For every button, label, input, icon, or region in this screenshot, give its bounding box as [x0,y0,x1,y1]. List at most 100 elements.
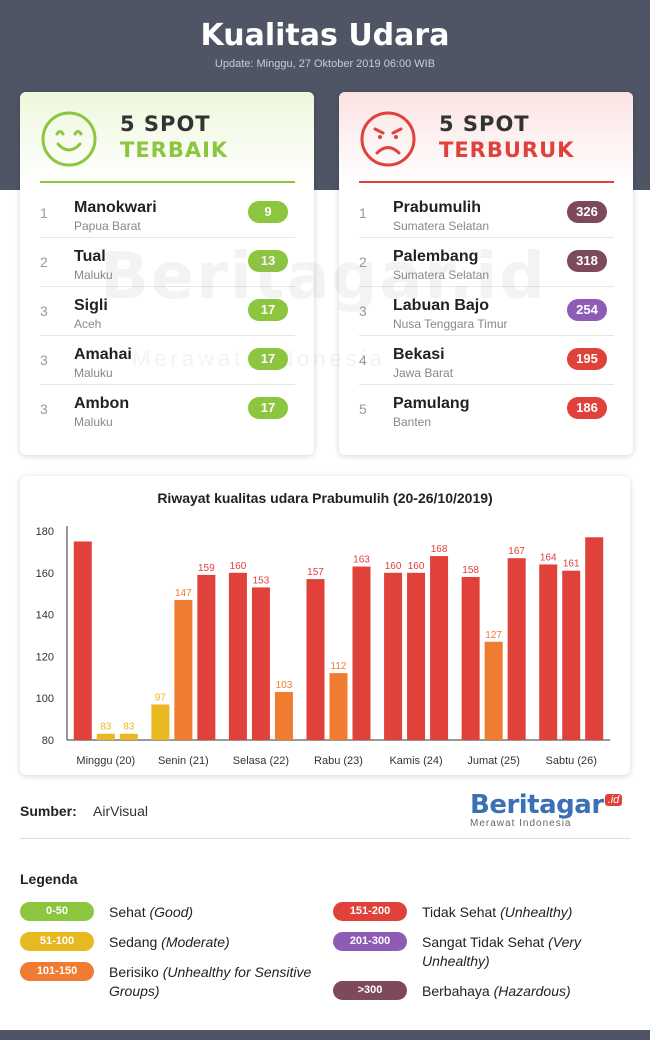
bar [306,579,325,740]
best-card-title: 5 SPOT [120,112,211,136]
city-name: Amahai [74,346,132,363]
brand-logo: Beritagar .id Merawat Indonesia [470,790,623,829]
bar [228,572,247,740]
list-item: 3 Ambon Maluku 17 [40,385,295,433]
legend-range-pill: 51-100 [20,932,94,951]
legend-range-pill: 0-50 [20,902,94,921]
aqi-badge: 186 [567,397,607,419]
divider [20,838,630,839]
best-spots-card: 5 SPOT TERBAIK 1 Manokwari Papua Barat 9 2 Tu… [20,92,314,455]
x-tick-label: Minggu (20) [76,755,135,767]
rank-number: 3 [359,303,367,319]
aqi-badge: 254 [567,299,607,321]
rank-number: 3 [40,352,48,368]
list-item: 3 Sigli Aceh 17 [40,287,295,336]
city-name: Palembang [393,248,479,265]
y-tick-label: 140 [36,610,54,622]
data-label: 147 [175,588,192,599]
data-label: 157 [307,567,324,578]
legend-label: Sedang (Moderate) [109,934,230,950]
best-list: 1 Manokwari Papua Barat 9 2 Tual Maluku 13 3 Sigl… [40,189,295,433]
list-item: 3 Labuan Bajo Nusa Tenggara Timur 254 [359,287,614,336]
update-timestamp: Update: Minggu, 27 Oktober 2019 06:00 WI… [214,58,436,70]
bar [73,541,92,740]
logo-wordmark: Beritagar [470,790,604,820]
city-name: Sigli [74,297,108,314]
bar [507,558,526,740]
aqi-badge: 318 [567,250,607,272]
data-label: 160 [230,561,247,572]
data-label: 164 [540,552,557,563]
aqi-badge: 326 [567,201,607,223]
legend-title: Legenda [20,871,78,887]
bar [96,733,115,740]
list-item: 2 Palembang Sumatera Selatan 318 [359,238,614,287]
legend-label: Sangat Tidak Sehat (Very Unhealthy) [422,934,582,969]
worst-list: 1 Prabumulih Sumatera Selatan 326 2 Palembang… [359,189,614,433]
city-name: Tual [74,248,106,265]
chart-title: Riwayat kualitas udara Prabumulih (20-26… [157,490,493,506]
list-item: 3 Amahai Maluku 17 [40,336,295,385]
legend-range-pill: 101-150 [20,962,94,981]
logo-tagline: Merawat Indonesia [470,818,572,829]
rank-number: 3 [40,401,48,417]
x-tick-label: Selasa (22) [233,755,289,767]
x-tick-label: Kamis (24) [389,755,442,767]
sad-face-icon [360,111,416,167]
y-tick-label: 80 [42,735,54,747]
province-name: Maluku [74,415,113,429]
bar [119,733,138,740]
list-item: 1 Manokwari Papua Barat 9 [40,189,295,238]
rank-number: 4 [359,352,367,368]
best-card-subtitle: TERBAIK [120,138,229,162]
data-label: 168 [431,544,448,555]
y-tick-label: 180 [36,526,54,538]
aqi-badge: 17 [248,299,288,321]
list-item: 5 Pamulang Banten 186 [359,385,614,433]
rank-number: 1 [359,205,367,221]
province-name: Sumatera Selatan [393,268,490,282]
rank-number: 2 [40,254,48,270]
bar [461,576,480,740]
city-name: Manokwari [74,199,157,216]
bar [407,572,426,740]
province-name: Nusa Tenggara Timur [393,317,508,331]
bar [484,641,503,740]
data-label: 163 [353,555,370,566]
bar [430,556,449,740]
data-label: 112 [331,661,347,672]
source-label: Sumber: [20,803,77,819]
aqi-badge: 17 [248,348,288,370]
bar [585,537,604,740]
rank-number: 3 [40,303,48,319]
province-name: Banten [393,415,432,429]
data-label: 167 [508,546,525,557]
watermark-logo: Beritagar.id [100,240,547,314]
province-name: Maluku [74,268,113,282]
list-item: 1 Prabumulih Sumatera Selatan 326 [359,189,614,238]
legend-label: Berbahaya (Hazardous) [422,983,571,999]
legend-range-pill: 151-200 [333,902,407,921]
province-name: Jawa Barat [393,366,454,380]
bar [384,572,403,740]
y-tick-label: 160 [36,568,54,580]
data-label: 160 [408,561,425,572]
city-name: Ambon [74,395,130,412]
data-label: 127 [485,630,502,641]
legend-label: Sehat (Good) [109,904,194,920]
data-label: 153 [253,575,270,586]
aqi-badge: 9 [248,201,288,223]
bar [274,691,293,740]
aqi-badge: 13 [248,250,288,272]
x-tick-label: Sabtu (26) [546,755,597,767]
watermark-tagline: Merawat Indonesia [132,346,386,371]
aqi-badge: 195 [567,348,607,370]
chart-card: Riwayat kualitas udara Prabumulih (20-26… [20,476,630,775]
footer-bar [0,1030,650,1040]
data-label: 103 [276,680,293,691]
province-name: Aceh [74,317,102,331]
list-item: 4 Bekasi Jawa Barat 195 [359,336,614,385]
legend-label: Tidak Sehat (Unhealthy) [422,904,573,920]
best-card-divider [40,181,295,183]
data-label: 97 [155,692,167,703]
